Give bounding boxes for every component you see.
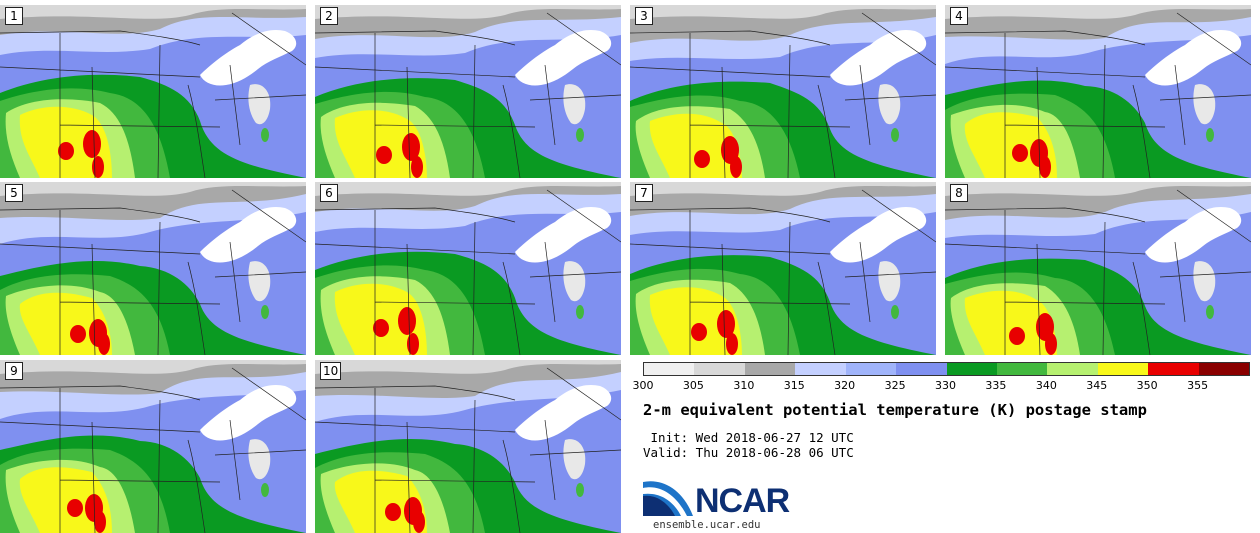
- map-field: [945, 5, 1251, 178]
- panel-number: 2: [320, 7, 338, 25]
- panel-number: 5: [5, 184, 23, 202]
- map-field: [0, 182, 306, 355]
- map-field: [630, 182, 936, 355]
- panel-number: 10: [320, 362, 342, 380]
- site-url: ensemble.ucar.edu: [653, 519, 761, 531]
- colorbar-tick-label: 340: [1035, 379, 1057, 392]
- colorbar-segment: [795, 363, 846, 375]
- logo-wordmark: NCAR: [695, 482, 790, 520]
- colorbar-tick-label: 320: [834, 379, 856, 392]
- panel-number: 8: [950, 184, 968, 202]
- map-field: [945, 182, 1251, 355]
- colorbar-tick-label: 330: [935, 379, 956, 392]
- map-panel-1: 1: [0, 5, 306, 178]
- colorbar: [643, 362, 1250, 376]
- map-field: [630, 5, 936, 178]
- panel-number: 4: [950, 7, 968, 25]
- colorbar-tick-label: 315: [783, 379, 805, 392]
- colorbar-tick-label: 310: [733, 379, 755, 392]
- colorbar-ticks: 300 305 310 315 320 325 330 335 340 345 350 355: [633, 379, 1248, 393]
- colorbar-segment: [1047, 363, 1098, 375]
- colorbar-segment: [845, 363, 897, 375]
- map-panel-5: 5: [0, 182, 306, 355]
- colorbar-tick-label: 305: [682, 379, 704, 392]
- map-panel-3: 3: [630, 5, 936, 178]
- map-panel-4: 4: [945, 5, 1251, 178]
- colorbar-tick-label: 300: [632, 379, 654, 392]
- panel-number: 3: [635, 7, 653, 25]
- colorbar-segment: [896, 363, 947, 375]
- colorbar-segment: [1148, 363, 1199, 375]
- colorbar-segment: [946, 363, 997, 375]
- colorbar-tick-label: 335: [985, 379, 1007, 392]
- map-panel-6: 6: [315, 182, 621, 355]
- map-panel-7: 7: [630, 182, 936, 355]
- map-panel-9: 9: [0, 360, 306, 533]
- colorbar-tick-label: 355: [1187, 379, 1209, 392]
- colorbar-segment: [644, 363, 695, 375]
- map-panel-8: 8: [945, 182, 1251, 355]
- colorbar-segment: [694, 363, 745, 375]
- map-panel-10: 10: [315, 360, 621, 533]
- colorbar-tick-label: 325: [884, 379, 906, 392]
- colorbar-tick-label: 345: [1086, 379, 1108, 392]
- map-field: [315, 360, 621, 533]
- panel-number: 1: [5, 7, 23, 25]
- panel-number: 7: [635, 184, 653, 202]
- chart-title: 2-m equivalent potential temperature (K)…: [643, 401, 1147, 419]
- init-time: Init: Wed 2018-06-27 12 UTC: [643, 430, 854, 445]
- colorbar-tick-label: 350: [1136, 379, 1158, 392]
- colorbar-segment: [1198, 363, 1250, 375]
- panel-number: 9: [5, 362, 23, 380]
- map-field: [315, 5, 621, 178]
- panel-number: 6: [320, 184, 338, 202]
- colorbar-segment: [996, 363, 1048, 375]
- colorbar-segment: [1097, 363, 1149, 375]
- colorbar-segment: [744, 363, 796, 375]
- map-field: [0, 360, 306, 533]
- ncar-logo-icon: [643, 481, 693, 516]
- map-field: [315, 182, 621, 355]
- map-panel-2: 2: [315, 5, 621, 178]
- map-field: [0, 5, 306, 178]
- valid-time: Valid: Thu 2018-06-28 06 UTC: [643, 445, 854, 460]
